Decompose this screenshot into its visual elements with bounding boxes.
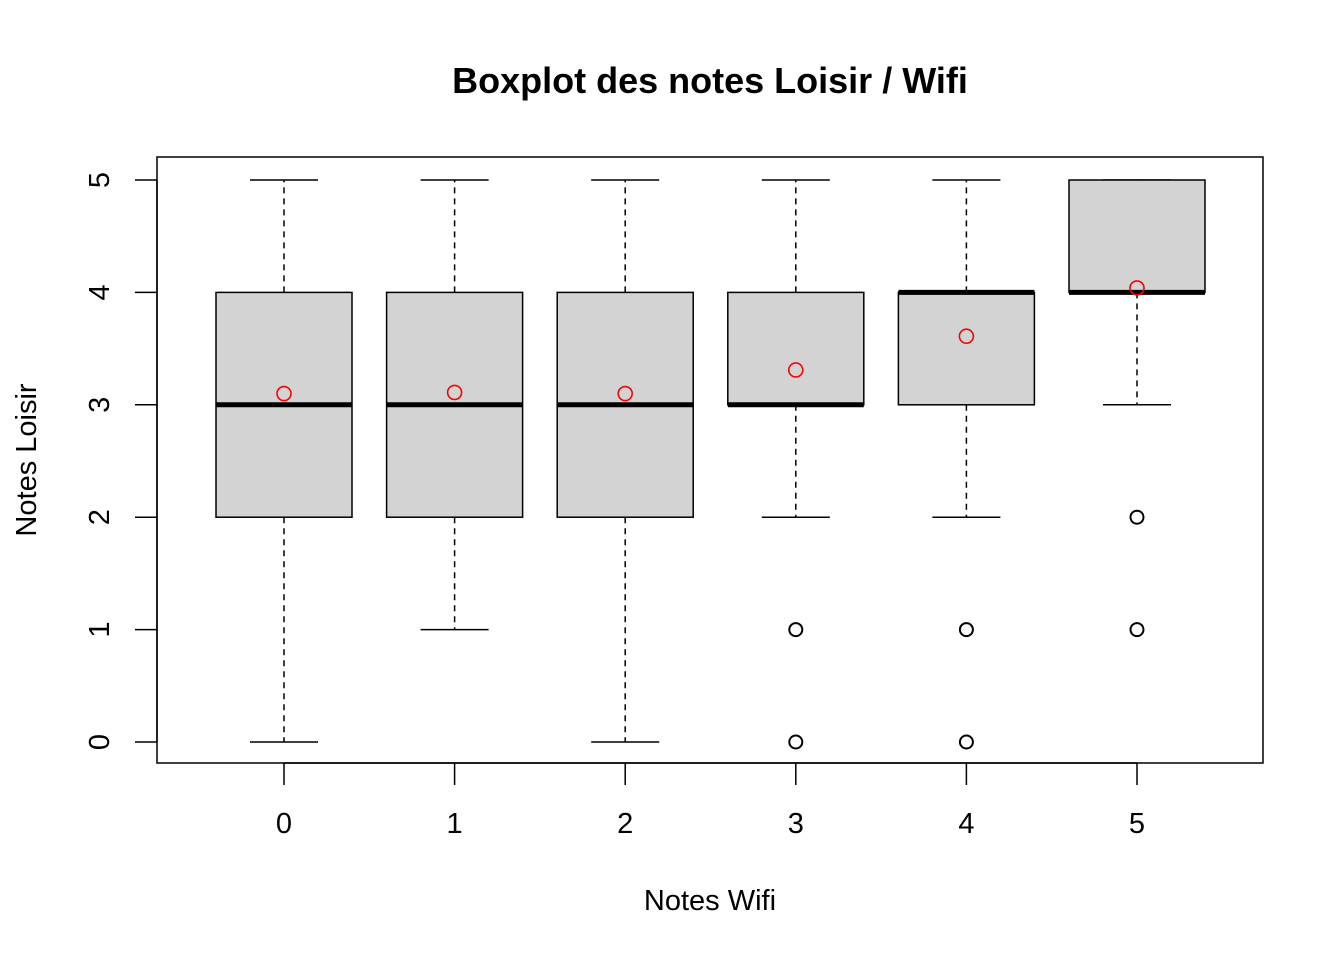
mean-marker — [446, 384, 463, 401]
x-tick-label: 4 — [958, 808, 974, 840]
outlier-point — [1129, 622, 1145, 638]
x-tick-label: 5 — [1129, 808, 1145, 840]
y-tick-label: 2 — [84, 509, 116, 525]
box-group-5 — [1068, 179, 1206, 638]
mean-marker — [787, 362, 804, 378]
y-tick-label: 1 — [84, 622, 116, 638]
box — [897, 291, 1036, 406]
box — [1068, 179, 1206, 294]
chart-title: Boxplot des notes Loisir / Wifi — [452, 60, 968, 101]
box-group-1 — [385, 179, 524, 631]
x-tick-label: 3 — [788, 808, 804, 840]
y-tick-label: 0 — [84, 734, 116, 750]
outlier-point — [1129, 509, 1145, 525]
box-group-0 — [215, 179, 353, 743]
box-group-3 — [727, 179, 865, 750]
y-tick-label: 4 — [84, 284, 116, 300]
outlier-point — [788, 734, 804, 750]
outlier-point — [788, 622, 804, 638]
outlier-point — [958, 734, 974, 750]
x-axis: 0 1 2 3 4 5 — [276, 762, 1145, 840]
x-axis-label: Notes Wifi — [644, 885, 776, 917]
outlier-point — [958, 622, 974, 638]
x-tick-label: 2 — [617, 808, 633, 840]
x-tick-label: 1 — [447, 808, 463, 840]
x-tick-label: 0 — [276, 808, 292, 840]
chart-marks — [215, 179, 1206, 750]
y-axis: 0 1 2 3 4 5 — [84, 172, 158, 750]
y-tick-label: 5 — [84, 172, 116, 188]
mean-marker — [958, 328, 975, 345]
mean-marker — [1129, 280, 1145, 296]
box-group-2 — [556, 179, 694, 743]
mean-marker — [276, 385, 292, 402]
y-tick-label: 3 — [84, 397, 116, 413]
y-axis-label: Notes Loisir — [11, 383, 43, 536]
mean-marker — [617, 385, 634, 402]
box-group-4 — [897, 179, 1036, 750]
box — [727, 291, 865, 406]
